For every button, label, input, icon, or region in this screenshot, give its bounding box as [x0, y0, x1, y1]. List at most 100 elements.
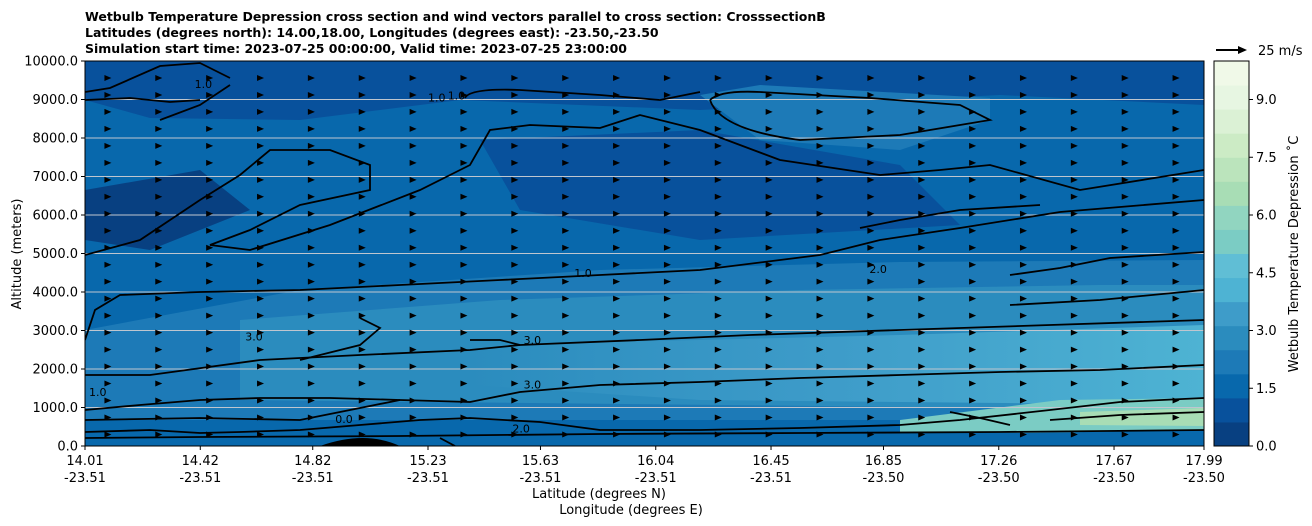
wind-vector	[562, 261, 570, 268]
wind-vector	[104, 108, 112, 115]
wind-vector	[969, 142, 977, 149]
wind-vector	[765, 193, 773, 200]
wind-vector	[206, 176, 214, 183]
x-tick-label-lat: 16.85	[865, 454, 902, 469]
x-tick-label-lon: -23.50	[978, 471, 1020, 486]
wind-vector	[1019, 397, 1027, 404]
x-axis-label-longitude: Longitude (degrees E)	[559, 503, 703, 518]
wind-vector	[307, 397, 315, 404]
wind-vector	[409, 227, 417, 234]
wind-vector	[511, 142, 519, 149]
wind-vector	[918, 397, 926, 404]
wind-vector	[409, 363, 417, 370]
wind-vector	[714, 91, 722, 98]
wind-vector	[257, 261, 265, 268]
colorbar-segment	[1214, 181, 1249, 206]
wind-vector	[663, 414, 671, 421]
wind-vector	[511, 346, 519, 353]
wind-vector	[816, 431, 824, 438]
wind-vector	[307, 312, 315, 319]
contour-line	[85, 62, 231, 93]
wind-vector	[714, 210, 722, 217]
colorbar-tick-label: 6.0	[1256, 209, 1277, 224]
wind-vector	[1019, 159, 1027, 166]
wind-vector	[307, 227, 315, 234]
wind-vector	[307, 108, 315, 115]
wind-vector	[816, 346, 824, 353]
wind-vector	[155, 329, 163, 336]
wind-vector	[307, 193, 315, 200]
wind-vector	[1121, 125, 1129, 132]
wind-vector	[867, 261, 875, 268]
wind-vector	[511, 380, 519, 387]
wind-vector	[1019, 431, 1027, 438]
wind-vector	[867, 91, 875, 98]
wind-vector	[206, 363, 214, 370]
wind-vector	[511, 176, 519, 183]
wind-vector	[918, 312, 926, 319]
x-tick-label-lat: 14.42	[182, 454, 219, 469]
wind-vector	[307, 431, 315, 438]
wind-vector	[816, 159, 824, 166]
wind-vector	[613, 278, 621, 285]
wind-vector	[969, 397, 977, 404]
x-tick-label-lat: 15.23	[409, 454, 446, 469]
fill-dark-left	[85, 170, 250, 250]
wind-vector	[613, 431, 621, 438]
wind-vector	[765, 210, 773, 217]
wind-vector	[155, 91, 163, 98]
wind-vector	[409, 380, 417, 387]
wind-vector	[765, 346, 773, 353]
wind-vector	[663, 363, 671, 370]
wind-vector	[1070, 261, 1078, 268]
wind-vector	[460, 227, 468, 234]
wind-vector	[816, 278, 824, 285]
wind-vector	[1070, 363, 1078, 370]
wind-vector	[257, 91, 265, 98]
wind-vector	[409, 125, 417, 132]
wind-vector	[663, 159, 671, 166]
wind-vector	[409, 142, 417, 149]
colorbar-tick-label: 1.5	[1256, 382, 1277, 397]
wind-vector	[613, 363, 621, 370]
wind-vector	[511, 210, 519, 217]
wind-vector	[155, 108, 163, 115]
wind-vector	[460, 125, 468, 132]
colorbar-segment	[1214, 61, 1249, 86]
wind-vector	[765, 312, 773, 319]
wind-vector	[1019, 210, 1027, 217]
wind-vector	[714, 244, 722, 251]
contour-label: 1.0	[574, 267, 592, 280]
wind-vector	[765, 397, 773, 404]
wind-vector	[1019, 329, 1027, 336]
wind-vector	[867, 397, 875, 404]
wind-vector	[409, 91, 417, 98]
wind-vector	[511, 295, 519, 302]
wind-vector	[257, 142, 265, 149]
wind-vector	[765, 278, 773, 285]
wind-vector	[1121, 312, 1129, 319]
wind-vector	[1172, 346, 1180, 353]
wind-vector	[206, 142, 214, 149]
wind-vector	[765, 125, 773, 132]
wind-vector	[1121, 397, 1129, 404]
wind-vector	[1070, 397, 1078, 404]
wind-vector	[511, 91, 519, 98]
wind-vector	[409, 397, 417, 404]
wind-vector	[1172, 176, 1180, 183]
contour-line	[709, 90, 993, 141]
contour-label: 2.0	[512, 423, 530, 436]
contour-line	[470, 339, 521, 346]
contour-line	[464, 88, 701, 101]
wind-vector	[765, 431, 773, 438]
wind-vector	[867, 295, 875, 302]
x-tick-label-lon: -23.51	[635, 471, 677, 486]
wind-vector	[206, 397, 214, 404]
wind-vector	[358, 380, 366, 387]
x-tick-label-lat: 15.63	[522, 454, 559, 469]
wind-vector	[104, 329, 112, 336]
wind-vector	[1121, 346, 1129, 353]
wind-vector	[460, 329, 468, 336]
wind-vector	[1172, 125, 1180, 132]
wind-vector	[562, 176, 570, 183]
